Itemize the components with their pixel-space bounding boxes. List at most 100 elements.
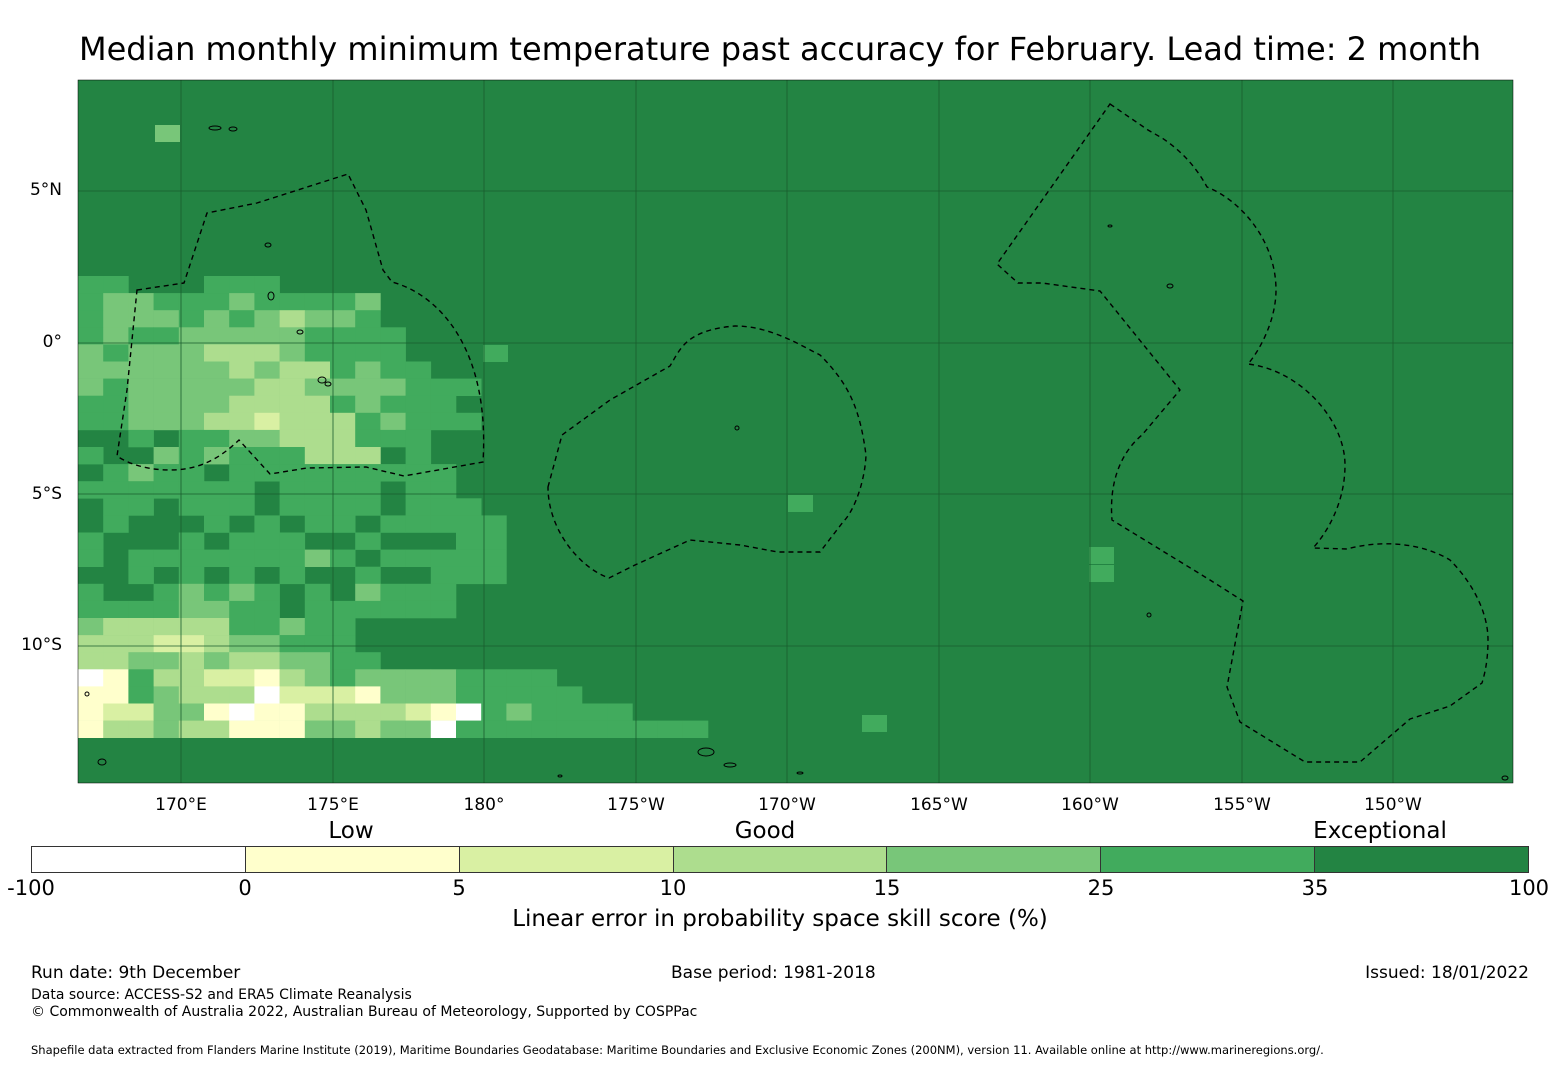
grid-cell (481, 703, 507, 721)
lon-label-175e: 175°E (307, 795, 359, 815)
island-outline (734, 425, 740, 431)
grid-cell (103, 361, 129, 379)
grid-cell (405, 481, 432, 499)
grid-cell (128, 669, 154, 687)
grid-cell (355, 652, 381, 670)
map-frame (77, 79, 1514, 784)
grid-cell (153, 720, 180, 738)
grid-cell (279, 344, 306, 362)
grid-cell (204, 549, 230, 567)
grid-cell (380, 703, 406, 721)
grid-cell (204, 447, 230, 465)
grid-cell (430, 412, 457, 431)
grid-cell (78, 361, 104, 379)
grid-cell (456, 378, 482, 396)
grid-cell (430, 378, 457, 396)
colorbar-swatch-6 (1101, 847, 1316, 872)
grid-cell (456, 515, 482, 533)
grid-cell (78, 481, 104, 499)
data-source: Data source: ACCESS-S2 and ERA5 Climate … (31, 987, 412, 1003)
island-outline (1501, 775, 1509, 781)
skill-grid (78, 80, 1513, 783)
grid-cell (128, 618, 154, 636)
grid-cell (279, 447, 306, 465)
grid-cell (279, 720, 306, 738)
grid-cell (380, 361, 406, 379)
grid-cell (380, 327, 406, 345)
grid-cell (153, 618, 180, 636)
grid-cell (556, 720, 583, 738)
grid-cell (430, 481, 457, 499)
colorbar-swatch-5 (887, 847, 1102, 872)
copyright: © Commonwealth of Australia 2022, Austra… (31, 1004, 698, 1020)
grid-cell (355, 310, 381, 328)
grid-cell (178, 293, 205, 311)
grid-cell (254, 635, 280, 653)
grid-cell (405, 549, 432, 567)
grid-cell (204, 618, 230, 636)
grid-cell (405, 720, 432, 738)
grid-cell (178, 669, 205, 687)
grid-cell (204, 600, 230, 619)
grid-cell (254, 395, 280, 414)
grid-cell (380, 720, 406, 738)
grid-cell (128, 686, 154, 704)
grid-cell (304, 378, 331, 396)
island-outline (1146, 612, 1152, 618)
grid-cell (178, 395, 205, 414)
grid-cell (229, 378, 255, 396)
grid-cell (103, 600, 129, 619)
lon-label-180: 180° (463, 795, 505, 815)
grid-cell (607, 720, 633, 738)
grid-cell (204, 293, 230, 311)
grid-cell (355, 395, 381, 414)
grid-cell (204, 412, 230, 431)
grid-cell (128, 310, 154, 328)
island-outline (324, 381, 332, 387)
grid-cell (279, 532, 306, 550)
grid-cell (229, 600, 255, 619)
grid-cell (481, 549, 507, 567)
grid-cell (204, 498, 230, 516)
grid-cell (78, 652, 104, 670)
lon-label-170e: 170°E (155, 795, 207, 815)
grid-cell (330, 429, 356, 448)
grid-cell (229, 327, 255, 345)
grid-cell (380, 395, 406, 414)
grid-cell (355, 583, 381, 602)
grid-cell (254, 310, 280, 328)
grid-cell (355, 447, 381, 465)
grid-cell (430, 669, 457, 687)
grid-cell (178, 532, 205, 550)
grid-cell (430, 703, 457, 721)
island-outline (267, 291, 275, 301)
grid-cell (254, 532, 280, 550)
grid-cell (430, 566, 457, 585)
grid-cell (481, 532, 507, 550)
grid-cell (405, 378, 432, 396)
grid-cell (103, 669, 129, 687)
eez-boundaries (116, 103, 1489, 763)
grid-cell (229, 429, 255, 448)
grid-cell (254, 669, 280, 687)
grid-cell (380, 378, 406, 396)
islands (84, 125, 1509, 781)
colorbar-tick: 100 (1508, 876, 1550, 900)
grid-cell (279, 703, 306, 721)
island-outline (97, 758, 107, 766)
grid-cell (103, 327, 129, 345)
grid-cell (330, 361, 356, 379)
grid-cell (178, 720, 205, 738)
grid-cell (254, 515, 280, 533)
grid-cell (582, 720, 608, 738)
grid-cell (481, 686, 507, 704)
grid-cell (103, 378, 129, 396)
grid-cell (304, 293, 331, 311)
grid-cell (204, 429, 230, 448)
grid-cell (178, 583, 205, 602)
grid-cell (279, 293, 306, 311)
colorbar-title: Linear error in probability space skill … (512, 906, 1048, 932)
grid-cell (103, 686, 129, 704)
lat-label-0: 0° (42, 332, 62, 352)
grid-cell (380, 515, 406, 533)
